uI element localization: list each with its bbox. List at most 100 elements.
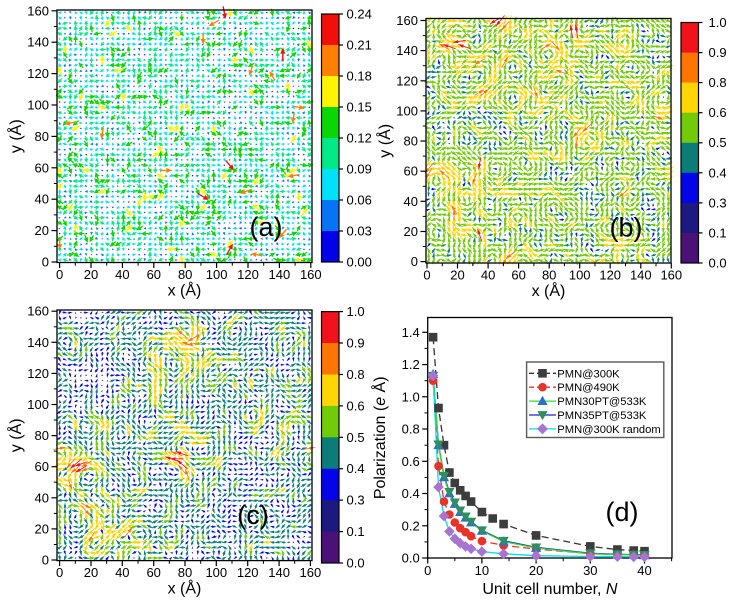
svg-text:60: 60 <box>404 164 418 179</box>
svg-text:1.0: 1.0 <box>347 304 365 319</box>
svg-text:40: 40 <box>35 192 49 207</box>
svg-text:1.0: 1.0 <box>709 15 727 30</box>
svg-text:PMN@300K: PMN@300K <box>557 368 620 380</box>
svg-text:20: 20 <box>404 224 418 239</box>
svg-text:0: 0 <box>56 565 63 580</box>
svg-text:0.1: 0.1 <box>347 524 365 539</box>
svg-text:120: 120 <box>27 366 49 381</box>
svg-text:20: 20 <box>84 565 98 580</box>
svg-text:PMN35PT@533K: PMN35PT@533K <box>557 410 647 422</box>
svg-text:0.0: 0.0 <box>402 551 420 566</box>
svg-text:160: 160 <box>27 3 49 18</box>
svg-text:160: 160 <box>300 267 322 282</box>
svg-text:0.8: 0.8 <box>347 367 365 382</box>
svg-text:0.06: 0.06 <box>347 193 372 208</box>
svg-text:60: 60 <box>146 565 160 580</box>
svg-text:PMN@490K: PMN@490K <box>557 382 620 394</box>
svg-text:160: 160 <box>27 304 49 319</box>
svg-text:60: 60 <box>35 459 49 474</box>
svg-text:(d): (d) <box>606 497 639 527</box>
svg-text:0: 0 <box>423 268 430 283</box>
svg-text:120: 120 <box>396 73 418 88</box>
svg-text:PMN30PT@533K: PMN30PT@533K <box>557 396 647 408</box>
svg-text:100: 100 <box>206 267 228 282</box>
svg-text:Polarization (e Å): Polarization (e Å) <box>370 376 389 499</box>
svg-text:0: 0 <box>42 553 49 568</box>
svg-text:100: 100 <box>569 268 591 283</box>
svg-text:60: 60 <box>511 268 525 283</box>
svg-text:160: 160 <box>660 268 682 283</box>
svg-text:0.1: 0.1 <box>709 225 727 240</box>
svg-text:x (Å): x (Å) <box>532 281 566 300</box>
svg-text:0.18: 0.18 <box>347 69 372 84</box>
svg-text:0.4: 0.4 <box>402 486 420 501</box>
svg-text:0.9: 0.9 <box>709 45 727 60</box>
svg-text:40: 40 <box>404 194 418 209</box>
svg-text:PMN@300K random: PMN@300K random <box>557 424 660 436</box>
svg-text:0.2: 0.2 <box>402 518 420 533</box>
svg-text:0.6: 0.6 <box>709 105 727 120</box>
svg-text:140: 140 <box>396 43 418 58</box>
svg-text:0.6: 0.6 <box>347 398 365 413</box>
svg-text:20: 20 <box>529 563 543 578</box>
svg-text:Unit cell number, N: Unit cell number, N <box>482 581 618 598</box>
svg-text:140: 140 <box>269 267 291 282</box>
svg-text:y (Å): y (Å) <box>6 119 25 153</box>
svg-text:1.0: 1.0 <box>402 389 420 404</box>
svg-text:0.5: 0.5 <box>347 430 365 445</box>
svg-text:0.4: 0.4 <box>347 461 365 476</box>
svg-text:120: 120 <box>237 565 259 580</box>
svg-text:0.03: 0.03 <box>347 224 372 239</box>
svg-text:0.09: 0.09 <box>347 162 372 177</box>
svg-text:0.24: 0.24 <box>347 7 372 22</box>
svg-text:0.6: 0.6 <box>402 454 420 469</box>
svg-text:x (Å): x (Å) <box>168 579 202 598</box>
svg-text:100: 100 <box>205 565 227 580</box>
svg-text:(a): (a) <box>250 212 283 242</box>
svg-text:100: 100 <box>27 397 49 412</box>
svg-text:(c): (c) <box>237 500 268 530</box>
svg-text:140: 140 <box>27 35 49 50</box>
svg-text:20: 20 <box>84 267 98 282</box>
svg-text:60: 60 <box>147 267 161 282</box>
svg-text:0.0: 0.0 <box>347 556 365 571</box>
svg-text:0.8: 0.8 <box>709 75 727 90</box>
svg-text:1.2: 1.2 <box>402 357 420 372</box>
svg-text:0.3: 0.3 <box>709 195 727 210</box>
svg-text:80: 80 <box>542 268 556 283</box>
svg-text:40: 40 <box>115 565 129 580</box>
svg-text:80: 80 <box>178 267 192 282</box>
svg-text:100: 100 <box>396 103 418 118</box>
svg-text:0.5: 0.5 <box>709 135 727 150</box>
svg-text:20: 20 <box>450 268 464 283</box>
svg-text:40: 40 <box>115 267 129 282</box>
svg-text:140: 140 <box>27 335 49 350</box>
svg-text:x (Å): x (Å) <box>168 281 202 300</box>
svg-text:160: 160 <box>396 13 418 28</box>
svg-text:80: 80 <box>35 428 49 443</box>
svg-text:y (Å): y (Å) <box>375 124 394 158</box>
svg-text:140: 140 <box>630 268 652 283</box>
svg-text:0.3: 0.3 <box>347 493 365 508</box>
svg-text:120: 120 <box>599 268 621 283</box>
svg-text:0.8: 0.8 <box>402 422 420 437</box>
svg-text:0.15: 0.15 <box>347 100 372 115</box>
svg-text:y (Å): y (Å) <box>6 418 25 452</box>
svg-text:30: 30 <box>583 563 597 578</box>
svg-text:20: 20 <box>35 223 49 238</box>
svg-text:80: 80 <box>35 129 49 144</box>
svg-text:120: 120 <box>27 66 49 81</box>
svg-text:40: 40 <box>481 268 495 283</box>
svg-text:100: 100 <box>27 98 49 113</box>
svg-text:0.9: 0.9 <box>347 336 365 351</box>
svg-text:40: 40 <box>637 563 651 578</box>
svg-text:160: 160 <box>300 565 322 580</box>
svg-text:20: 20 <box>35 521 49 536</box>
svg-text:0.4: 0.4 <box>709 165 727 180</box>
svg-text:80: 80 <box>404 134 418 149</box>
svg-text:0.0: 0.0 <box>709 256 727 271</box>
svg-text:0: 0 <box>424 563 431 578</box>
svg-text:0: 0 <box>411 254 418 269</box>
svg-text:10: 10 <box>475 563 489 578</box>
svg-text:120: 120 <box>237 267 259 282</box>
